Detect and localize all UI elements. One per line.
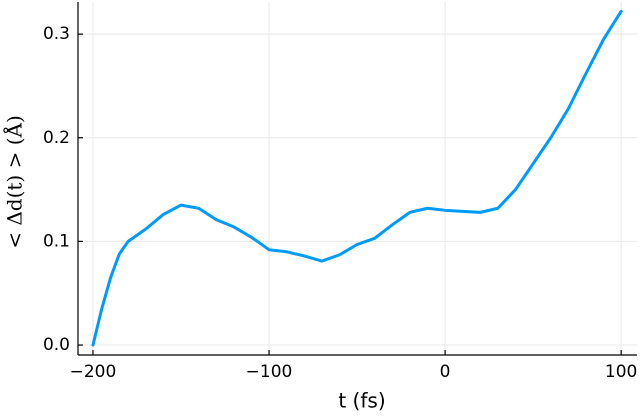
x-tick-label: 0 — [440, 362, 451, 382]
x-tick-label: −200 — [70, 362, 117, 382]
y-tick-label: 0.1 — [43, 231, 70, 251]
y-axis-label: < Δd(t) > (Å) — [2, 115, 27, 249]
y-tick-label: 0.3 — [43, 24, 70, 44]
x-axis-label: t (fs) — [338, 389, 385, 413]
data-line — [91, 9, 623, 347]
x-tick-label: −100 — [246, 362, 293, 382]
y-tick-label: 0.0 — [43, 335, 70, 355]
x-tick-label: 100 — [605, 362, 637, 382]
y-tick-label: 0.2 — [43, 128, 70, 148]
